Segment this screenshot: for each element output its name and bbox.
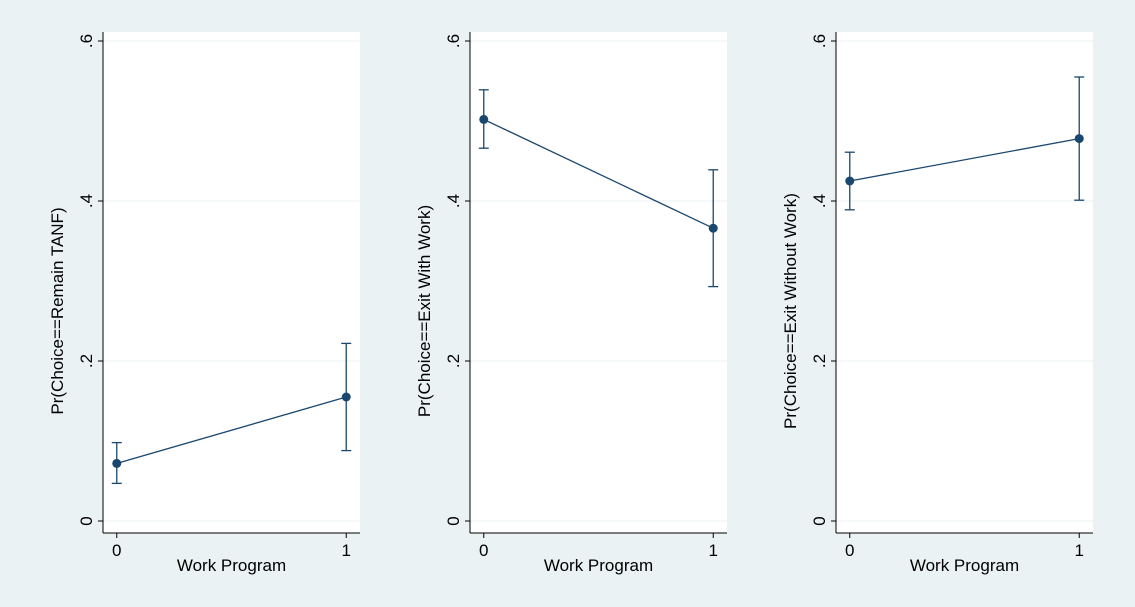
- y-tick-label: .2: [444, 354, 463, 368]
- data-point: [341, 392, 351, 402]
- series-line: [849, 137, 1080, 182]
- y-tick-label: .6: [810, 34, 829, 48]
- x-tick-label: 1: [1074, 541, 1083, 560]
- y-tick-label: .6: [77, 34, 96, 48]
- y-tick-label: .4: [444, 194, 463, 208]
- y-tick-label: .6: [444, 34, 463, 48]
- x-axis-title: Work Program: [910, 556, 1019, 575]
- x-tick-label: 1: [341, 541, 350, 560]
- y-tick-label: 0: [810, 516, 829, 525]
- y-axis-title: Pr(Choice==Exit Without Work): [781, 193, 800, 429]
- y-axis-title: Pr(Choice==Exit With Work): [415, 205, 434, 417]
- data-point: [708, 223, 718, 233]
- x-axis-title: Work Program: [177, 556, 286, 575]
- data-point: [112, 458, 122, 468]
- x-tick-label: 0: [845, 541, 854, 560]
- plot-area: [470, 32, 727, 533]
- series-line: [483, 118, 714, 229]
- y-tick-label: 0: [77, 516, 96, 525]
- x-tick-label: 1: [708, 541, 717, 560]
- y-tick-label: .2: [77, 354, 96, 368]
- y-tick-label: .4: [810, 194, 829, 208]
- series-line: [116, 396, 347, 465]
- data-point: [845, 176, 855, 186]
- data-point: [1074, 134, 1084, 144]
- plot-area: [836, 32, 1093, 533]
- x-axis-title: Work Program: [544, 556, 653, 575]
- panel-1: 0 .2 .4 .6 0 1 Work Program Pr(Choice==Remain T…: [48, 32, 360, 575]
- y-tick-label: .2: [810, 354, 829, 368]
- y-axis-title: Pr(Choice==Remain TANF): [48, 207, 67, 414]
- plot-area: [103, 32, 360, 533]
- x-tick-label: 0: [112, 541, 121, 560]
- panel-3: 0 .2 .4 .6 0 1 Work Program Pr(Choice==Exit Wit…: [781, 32, 1093, 575]
- y-tick-label: 0: [444, 516, 463, 525]
- panel-2: 0 .2 .4 .6 0 1 Work Program Pr(Choice==Exit Wit…: [415, 32, 727, 575]
- y-tick-label: .4: [77, 194, 96, 208]
- data-point: [479, 114, 489, 124]
- x-tick-label: 0: [479, 541, 488, 560]
